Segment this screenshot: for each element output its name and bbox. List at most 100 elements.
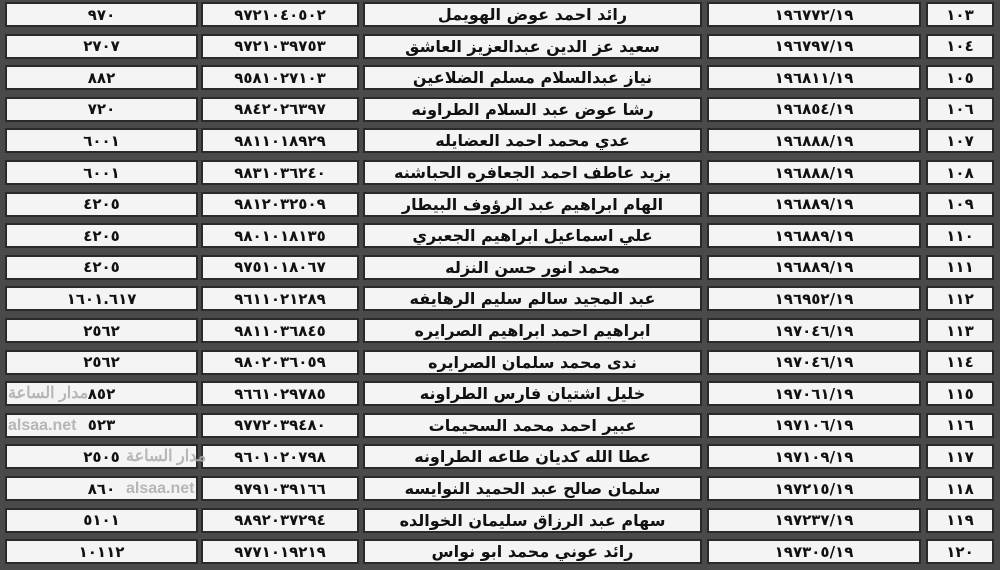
cell-amount: ٤٢٠٥ bbox=[5, 223, 198, 249]
cell-phone: ٩٧٢١٠٣٩٧٥٣ bbox=[201, 33, 359, 59]
cell-num: ١٩٦٨٥٤/١٩ bbox=[707, 96, 921, 122]
table-row: ٨٥٢ ٩٦٦١٠٢٩٧٨٥ خليل اشتيان فارس الطراونه ١٩… bbox=[0, 379, 1000, 411]
cell-phone: ٩٦٠١٠٢٠٧٩٨ bbox=[201, 444, 359, 470]
cell-amount: ٥١٠١ bbox=[5, 507, 198, 533]
cell-name: عدي محمد احمد العضايله bbox=[363, 128, 702, 154]
cell-num: ١٩٦٨٨٨/١٩ bbox=[707, 128, 921, 154]
cell-idx: ١٠٤ bbox=[926, 33, 994, 59]
cell-num: ١٩٧٢١٥/١٩ bbox=[707, 476, 921, 501]
cell-phone: ٩٨١١٠٣٦٨٤٥ bbox=[201, 318, 359, 343]
table-row: ٢٥٠٥ ٩٦٠١٠٢٠٧٩٨ عطا الله كديان طاعه الطراو… bbox=[0, 442, 1000, 474]
cell-idx: ١٢٠ bbox=[926, 539, 994, 565]
cell-phone: ٩٦١١٠٢١٢٨٩ bbox=[201, 286, 359, 312]
cell-phone: ٩٨٠٢٠٣٦٠٥٩ bbox=[201, 349, 359, 375]
cell-num: ١٩٦٨١١/١٩ bbox=[707, 65, 921, 91]
cell-phone: ٩٧٩١٠٣٩١٦٦ bbox=[201, 476, 359, 501]
cell-amount: ٦٠٠١ bbox=[5, 160, 198, 185]
cell-amount: ٤٢٠٥ bbox=[5, 254, 198, 280]
cell-name: يزيد عاطف احمد الجعافره الحباشنه bbox=[363, 160, 702, 185]
cell-num: ١٩٧٠٦١/١٩ bbox=[707, 381, 921, 407]
cell-phone: ٩٥٨١٠٢٧١٠٣ bbox=[201, 65, 359, 91]
cell-idx: ١١٠ bbox=[926, 223, 994, 249]
cell-amount: ٢٧٠٧ bbox=[5, 33, 198, 59]
table-row: ١٦٠١.٦١٧ ٩٦١١٠٢١٢٨٩ عبد المجيد سالم سليم ا… bbox=[0, 284, 1000, 316]
cell-phone: ٩٨١١٠١٨٩٢٩ bbox=[201, 128, 359, 154]
cell-name: رشا عوض عبد السلام الطراونه bbox=[363, 96, 702, 122]
cell-num: ١٩٧١٠٩/١٩ bbox=[707, 444, 921, 470]
cell-name: محمد انور حسن النزله bbox=[363, 254, 702, 280]
cell-amount: ٧٢٠ bbox=[5, 96, 198, 122]
cell-name: رائد احمد عوض الهويمل bbox=[363, 2, 702, 27]
cell-phone: ٩٧٢١٠٤٠٥٠٢ bbox=[201, 2, 359, 27]
cell-name: عبد المجيد سالم سليم الرهايفه bbox=[363, 286, 702, 312]
cell-num: ١٩٦٨٨٩/١٩ bbox=[707, 223, 921, 249]
cell-phone: ٩٨٩٢٠٣٧٢٩٤ bbox=[201, 507, 359, 533]
table-row: ٢٥٦٢ ٩٨٠٢٠٣٦٠٥٩ ندى محمد سلمان الصرايره ١٩٧… bbox=[0, 348, 1000, 380]
table-row: ٩٧٠ ٩٧٢١٠٤٠٥٠٢ رائد احمد عوض الهويمل ١٩٦٧٧٢… bbox=[0, 0, 1000, 32]
cell-amount: ٨٦٠ bbox=[5, 476, 198, 501]
table-row: ٥٢٣ ٩٧٧٢٠٣٩٤٨٠ عبير احمد محمد السحيمات ١٩٧١… bbox=[0, 411, 1000, 443]
cell-phone: ٩٨٤٢٠٢٦٣٩٧ bbox=[201, 96, 359, 122]
cell-idx: ١٠٦ bbox=[926, 96, 994, 122]
cell-idx: ١١٤ bbox=[926, 349, 994, 375]
cell-name: علي اسماعيل ابراهيم الجعبري bbox=[363, 223, 702, 249]
cell-idx: ١١٨ bbox=[926, 476, 994, 501]
cell-name: نياز عبدالسلام مسلم الضلاعين bbox=[363, 65, 702, 91]
cell-idx: ١١٢ bbox=[926, 286, 994, 312]
cell-idx: ١٠٥ bbox=[926, 65, 994, 91]
cell-phone: ٩٦٦١٠٢٩٧٨٥ bbox=[201, 381, 359, 407]
cell-num: ١٩٦٧٩٧/١٩ bbox=[707, 33, 921, 59]
cell-phone: ٩٧٥١٠١٨٠٦٧ bbox=[201, 254, 359, 280]
cell-name: سهام عبد الرزاق سليمان الخوالده bbox=[363, 507, 702, 533]
cell-num: ١٩٦٨٨٩/١٩ bbox=[707, 254, 921, 280]
cell-idx: ١١١ bbox=[926, 254, 994, 280]
cell-phone: ٩٧٧١٠١٩٢١٩ bbox=[201, 539, 359, 565]
cell-idx: ١١٧ bbox=[926, 444, 994, 470]
cell-num: ١٩٦٧٧٢/١٩ bbox=[707, 2, 921, 27]
cell-amount: ٦٠٠١ bbox=[5, 128, 198, 154]
table-row: ٤٢٠٥ ٩٨١٢٠٣٢٥٠٩ الهام ابراهيم عبد الرؤوف ا… bbox=[0, 190, 1000, 222]
cell-idx: ١٠٣ bbox=[926, 2, 994, 27]
cell-name: سعيد عز الدين عبدالعزيز العاشق bbox=[363, 33, 702, 59]
cell-idx: ١٠٧ bbox=[926, 128, 994, 154]
table-row: ٦٠٠١ ٩٨٣١٠٣٦٢٤٠ يزيد عاطف احمد الجعافره ال… bbox=[0, 158, 1000, 190]
cell-idx: ١١٦ bbox=[926, 412, 994, 438]
cell-num: ١٩٦٩٥٢/١٩ bbox=[707, 286, 921, 312]
cell-phone: ٩٧٧٢٠٣٩٤٨٠ bbox=[201, 412, 359, 438]
cell-amount: ٨٥٢ bbox=[5, 381, 198, 407]
cell-num: ١٩٦٨٨٨/١٩ bbox=[707, 160, 921, 185]
table-row: ٥١٠١ ٩٨٩٢٠٣٧٢٩٤ سهام عبد الرزاق سليمان الخ… bbox=[0, 506, 1000, 538]
table-row: ٢٧٠٧ ٩٧٢١٠٣٩٧٥٣ سعيد عز الدين عبدالعزيز ال… bbox=[0, 32, 1000, 64]
cell-name: عبير احمد محمد السحيمات bbox=[363, 412, 702, 438]
cell-amount: ١٦٠١.٦١٧ bbox=[5, 286, 198, 312]
cell-amount: ٢٥٦٢ bbox=[5, 318, 198, 343]
table-row: ٨٨٢ ٩٥٨١٠٢٧١٠٣ نياز عبدالسلام مسلم الضلاعي… bbox=[0, 63, 1000, 95]
cell-amount: ٢٥٦٢ bbox=[5, 349, 198, 375]
cell-idx: ١١٥ bbox=[926, 381, 994, 407]
cell-idx: ١٠٩ bbox=[926, 191, 994, 217]
cell-amount: ٨٨٢ bbox=[5, 65, 198, 91]
table-row: ٨٦٠ ٩٧٩١٠٣٩١٦٦ سلمان صالح عبد الحميد النوا… bbox=[0, 474, 1000, 506]
cell-name: رائد عوني محمد ابو نواس bbox=[363, 539, 702, 565]
cell-num: ١٩٦٨٨٩/١٩ bbox=[707, 191, 921, 217]
cell-name: عطا الله كديان طاعه الطراونه bbox=[363, 444, 702, 470]
cell-name: سلمان صالح عبد الحميد النوايسه bbox=[363, 476, 702, 501]
cell-name: ندى محمد سلمان الصرايره bbox=[363, 349, 702, 375]
table-row: ٦٠٠١ ٩٨١١٠١٨٩٢٩ عدي محمد احمد العضايله ١٩٦٨… bbox=[0, 126, 1000, 158]
cell-phone: ٩٨٠١٠١٨١٣٥ bbox=[201, 223, 359, 249]
cell-name: ابراهيم احمد ابراهيم الصرايره bbox=[363, 318, 702, 343]
cell-phone: ٩٨٣١٠٣٦٢٤٠ bbox=[201, 160, 359, 185]
cell-amount: ٥٢٣ bbox=[5, 412, 198, 438]
cell-phone: ٩٨١٢٠٣٢٥٠٩ bbox=[201, 191, 359, 217]
table-row: ٧٢٠ ٩٨٤٢٠٢٦٣٩٧ رشا عوض عبد السلام الطراونه… bbox=[0, 95, 1000, 127]
cell-num: ١٩٧٠٤٦/١٩ bbox=[707, 318, 921, 343]
cell-amount: ٩٧٠ bbox=[5, 2, 198, 27]
table-row: ٤٢٠٥ ٩٧٥١٠١٨٠٦٧ محمد انور حسن النزله ١٩٦٨٨٩… bbox=[0, 253, 1000, 285]
cell-amount: ١٠١١٢ bbox=[5, 539, 198, 565]
cell-idx: ١١٩ bbox=[926, 507, 994, 533]
cell-idx: ١٠٨ bbox=[926, 160, 994, 185]
cell-name: الهام ابراهيم عبد الرؤوف البيطار bbox=[363, 191, 702, 217]
table-row: ٢٥٦٢ ٩٨١١٠٣٦٨٤٥ ابراهيم احمد ابراهيم الصرا… bbox=[0, 316, 1000, 348]
cell-num: ١٩٧٣٠٥/١٩ bbox=[707, 539, 921, 565]
